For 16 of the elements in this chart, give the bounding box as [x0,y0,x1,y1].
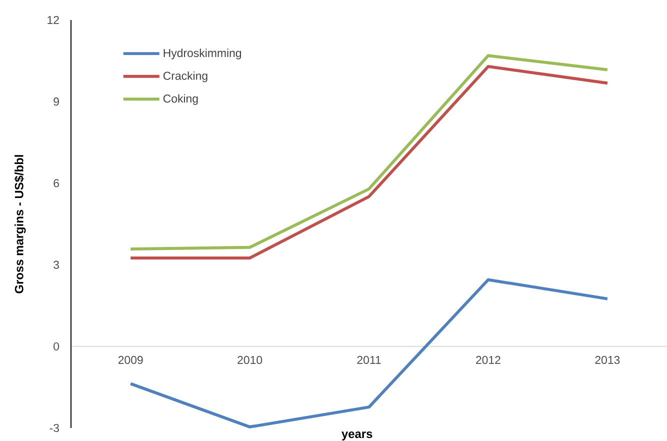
y-axis-title: Gross margins - US$/bbl [14,155,26,294]
legend-label: Coking [163,94,198,105]
y-tick-label: 6 [54,179,59,188]
x-axis-title: years [342,432,372,440]
y-tick-label: 12 [48,16,59,24]
x-tick-label: 2010 [238,356,262,364]
y-tick-label: -3 [50,424,59,432]
legend-label: Cracking [163,71,208,82]
x-tick-label: 2009 [118,356,143,364]
y-tick-label: 0 [54,342,60,350]
y-tick-label: 9 [54,98,59,106]
x-tick-label: 2012 [476,356,500,364]
y-tick-label: 3 [54,260,59,269]
x-tick-label: 2013 [595,356,620,364]
legend-label: Hydroskimming [164,48,242,60]
x-tick-label: 2011 [357,356,381,364]
